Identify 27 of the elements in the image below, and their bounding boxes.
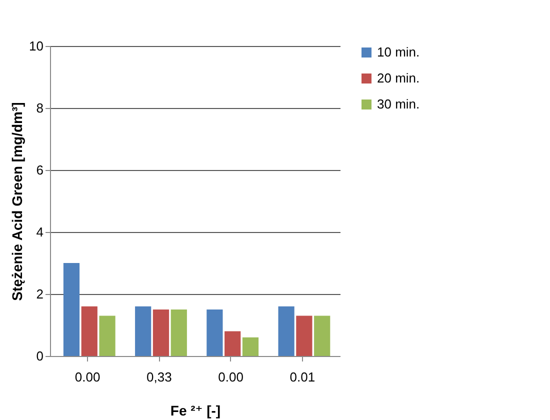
x-axis-title: Fe ²⁺ [-] [170, 402, 221, 418]
x-tick-label: 0,33 [146, 370, 172, 384]
bar [81, 306, 98, 356]
y-tick-label: 6 [36, 162, 44, 178]
bar [314, 316, 330, 356]
y-tick-label: 10 [29, 38, 44, 54]
x-tick-label: 0.00 [218, 370, 244, 384]
bar [135, 306, 152, 356]
y-tick-label: 4 [36, 224, 44, 240]
x-tick-label: 0.01 [290, 370, 316, 384]
legend-label: 30 min. [377, 96, 420, 112]
legend-label: 20 min. [377, 70, 420, 86]
legend-label: 10 min. [377, 44, 420, 60]
y-tick-label: 0 [36, 348, 44, 364]
bar [224, 331, 241, 356]
y-axis-title: Stężenie Acid Green [mg/dm³] [9, 102, 26, 301]
bar [242, 337, 259, 356]
y-tick-label: 2 [36, 286, 44, 302]
y-tick-label: 8 [36, 100, 44, 116]
bar [152, 310, 170, 356]
bar [278, 306, 294, 356]
x-tick-label: 0.00 [74, 370, 100, 384]
bar [296, 316, 312, 356]
bar [99, 316, 116, 356]
bar [63, 263, 80, 356]
bar [170, 310, 187, 356]
bar [206, 310, 223, 356]
